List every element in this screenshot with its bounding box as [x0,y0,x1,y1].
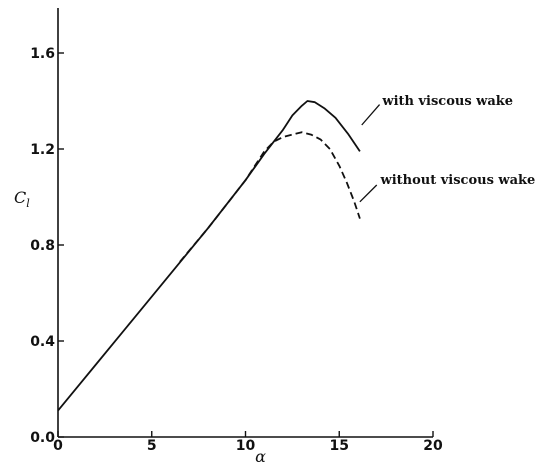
y-tick-label-0.4: 0.4 [30,334,55,350]
series-line-without-viscous-wake [179,131,361,263]
x-tick-label-20: 20 [423,438,443,454]
x-tick-label-0: 0 [53,438,63,454]
y-tick-label-0.8: 0.8 [30,238,55,254]
series-line-with-viscous-wake [57,100,361,412]
y-axis-title-main: C [14,188,26,207]
y-ticks: 0.0 0.4 0.8 1.2 1.6 [30,46,64,446]
annotation-leader-1 [361,104,381,126]
y-tick-label-0.0: 0.0 [30,430,55,446]
x-axis-title: α [255,447,266,466]
x-tick-label-10: 10 [236,438,256,454]
annotation-label-2: without viscous wake [380,173,536,188]
x-tick-label-15: 15 [330,438,349,454]
series-layer [57,100,361,412]
y-tick-label-1.2: 1.2 [30,142,55,158]
axes: 0 5 10 15 20 0.0 0.4 0.8 1.2 1.6 [30,8,443,454]
y-axis-title: Cl [14,188,30,210]
annotations: with viscous wake without viscous wake [359,94,536,203]
y-tick-label-1.6: 1.6 [30,46,55,62]
annotation-leader-2 [359,184,378,203]
x-tick-label-5: 5 [147,438,157,454]
annotation-label-1: with viscous wake [381,94,513,109]
y-axis-title-sub: l [26,197,30,210]
x-ticks: 0 5 10 15 20 [53,431,443,454]
